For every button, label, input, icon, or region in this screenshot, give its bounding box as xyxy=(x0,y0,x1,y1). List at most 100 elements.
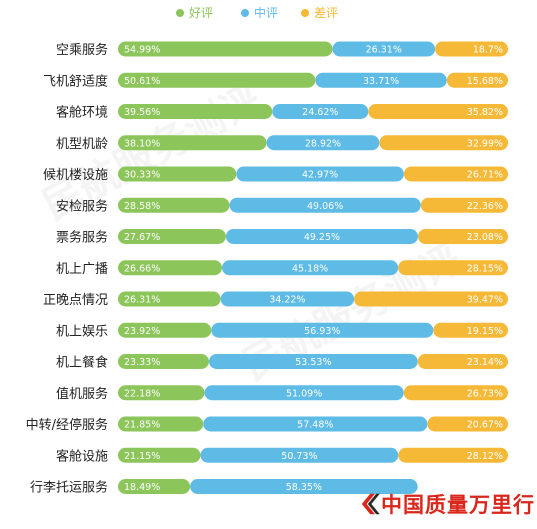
data-label: 33.71% xyxy=(363,76,399,87)
bar-segment xyxy=(427,416,508,432)
bar-segment xyxy=(118,104,273,119)
data-label: 23.33% xyxy=(124,357,160,368)
bar-segment xyxy=(190,479,418,494)
legend-label: 好评 xyxy=(189,6,213,20)
legend-swatch xyxy=(301,9,309,17)
bar-segment xyxy=(225,229,418,244)
bar-segment xyxy=(118,354,209,369)
data-label: 23.08% xyxy=(467,232,503,243)
data-label: 23.92% xyxy=(124,326,160,337)
data-label: 35.82% xyxy=(467,107,503,118)
data-label: 45.18% xyxy=(292,263,328,274)
legend-label: 中评 xyxy=(254,5,278,20)
category-label: 安检服务 xyxy=(56,198,108,214)
bar-segment xyxy=(236,166,404,182)
bar-segment xyxy=(203,416,428,432)
data-label: 39.47% xyxy=(467,295,503,306)
data-label: 51.09% xyxy=(286,388,322,399)
category-label: 候机楼设施 xyxy=(43,168,108,183)
data-label: 28.58% xyxy=(124,201,160,212)
bar-segment xyxy=(118,385,205,401)
bar-segment xyxy=(417,354,508,369)
bar-segment xyxy=(433,322,508,338)
logo-text: 中国质量万里行 xyxy=(381,492,535,517)
data-label: 26.31% xyxy=(124,295,160,306)
bar-segment xyxy=(398,260,508,276)
data-label: 50.61% xyxy=(124,76,160,87)
data-label: 57.48% xyxy=(297,420,333,431)
data-label: 28.12% xyxy=(467,451,503,462)
bar-segment xyxy=(398,447,508,463)
data-label: 49.06% xyxy=(307,201,343,212)
bar-segment xyxy=(403,385,508,401)
data-label: 30.33% xyxy=(124,170,160,181)
data-label: 26.71% xyxy=(467,170,503,181)
data-label: 27.67% xyxy=(124,232,160,243)
data-label: 22.18% xyxy=(124,388,160,399)
bar-segment xyxy=(332,41,436,57)
bar-segment xyxy=(118,260,222,276)
bar-segment xyxy=(208,354,418,369)
data-label: 50.73% xyxy=(281,451,317,462)
bar-segment xyxy=(315,72,447,88)
data-label: 34.22% xyxy=(269,295,305,306)
data-label: 58.35% xyxy=(286,482,322,493)
bar-segment xyxy=(118,416,204,432)
data-label: 38.10% xyxy=(124,138,160,149)
bar-segment xyxy=(211,322,434,338)
bar-segment xyxy=(118,197,230,213)
bar-segment xyxy=(435,41,508,57)
data-label: 26.66% xyxy=(124,263,160,274)
bar-segment xyxy=(200,447,399,463)
bar-segment xyxy=(118,166,237,182)
category-label: 机上广播 xyxy=(56,262,108,277)
bar-segment xyxy=(229,197,421,213)
data-label: 26.73% xyxy=(467,388,503,399)
brand-logo: 中国质量万里行 xyxy=(357,482,535,526)
data-label: 28.92% xyxy=(305,138,341,149)
data-label: 18.7% xyxy=(473,45,503,56)
data-label: 53.53% xyxy=(295,357,331,368)
data-label: 42.97% xyxy=(302,170,338,181)
data-label: 32.99% xyxy=(467,138,503,149)
bar-segment xyxy=(118,322,212,338)
bar-segment xyxy=(221,260,399,276)
category-label: 客舱环境 xyxy=(56,105,108,121)
data-label: 24.62% xyxy=(302,107,338,118)
data-label: 49.25% xyxy=(304,232,340,243)
category-label: 飞机舒适度 xyxy=(43,73,108,89)
data-label: 21.85% xyxy=(124,420,160,431)
data-label: 26.31% xyxy=(366,45,402,56)
category-label: 票务服务 xyxy=(56,230,108,246)
legend-swatch xyxy=(241,9,249,17)
bar-segment xyxy=(118,41,333,57)
category-label: 机型机龄 xyxy=(56,137,108,152)
bar-segment xyxy=(272,104,369,119)
bar-segment xyxy=(417,229,508,244)
bar-segment xyxy=(118,229,226,244)
bar-segment xyxy=(379,135,509,151)
bar-segment xyxy=(118,291,221,307)
data-label: 54.99% xyxy=(124,45,160,56)
logo-chevron-icon xyxy=(361,493,380,515)
category-label: 中转/经停服务 xyxy=(26,417,108,433)
bar-segment xyxy=(118,447,201,463)
data-label: 15.68% xyxy=(467,76,503,87)
bar-segment xyxy=(118,135,267,151)
bar-segment xyxy=(266,135,380,151)
category-label: 机上娱乐 xyxy=(56,324,108,339)
data-label: 22.36% xyxy=(467,201,503,212)
bar-segment xyxy=(368,104,508,119)
data-label: 18.49% xyxy=(124,482,160,493)
bar-segment xyxy=(204,385,404,401)
legend-label: 差评 xyxy=(314,6,338,20)
bar-segment xyxy=(420,197,508,213)
bar-segment xyxy=(118,479,191,494)
data-label: 28.15% xyxy=(467,263,503,274)
category-label: 值机服务 xyxy=(56,386,108,402)
bar-segment xyxy=(403,166,509,182)
data-label: 21.15% xyxy=(124,451,160,462)
data-label: 20.67% xyxy=(467,420,503,431)
legend-swatch xyxy=(176,9,184,17)
